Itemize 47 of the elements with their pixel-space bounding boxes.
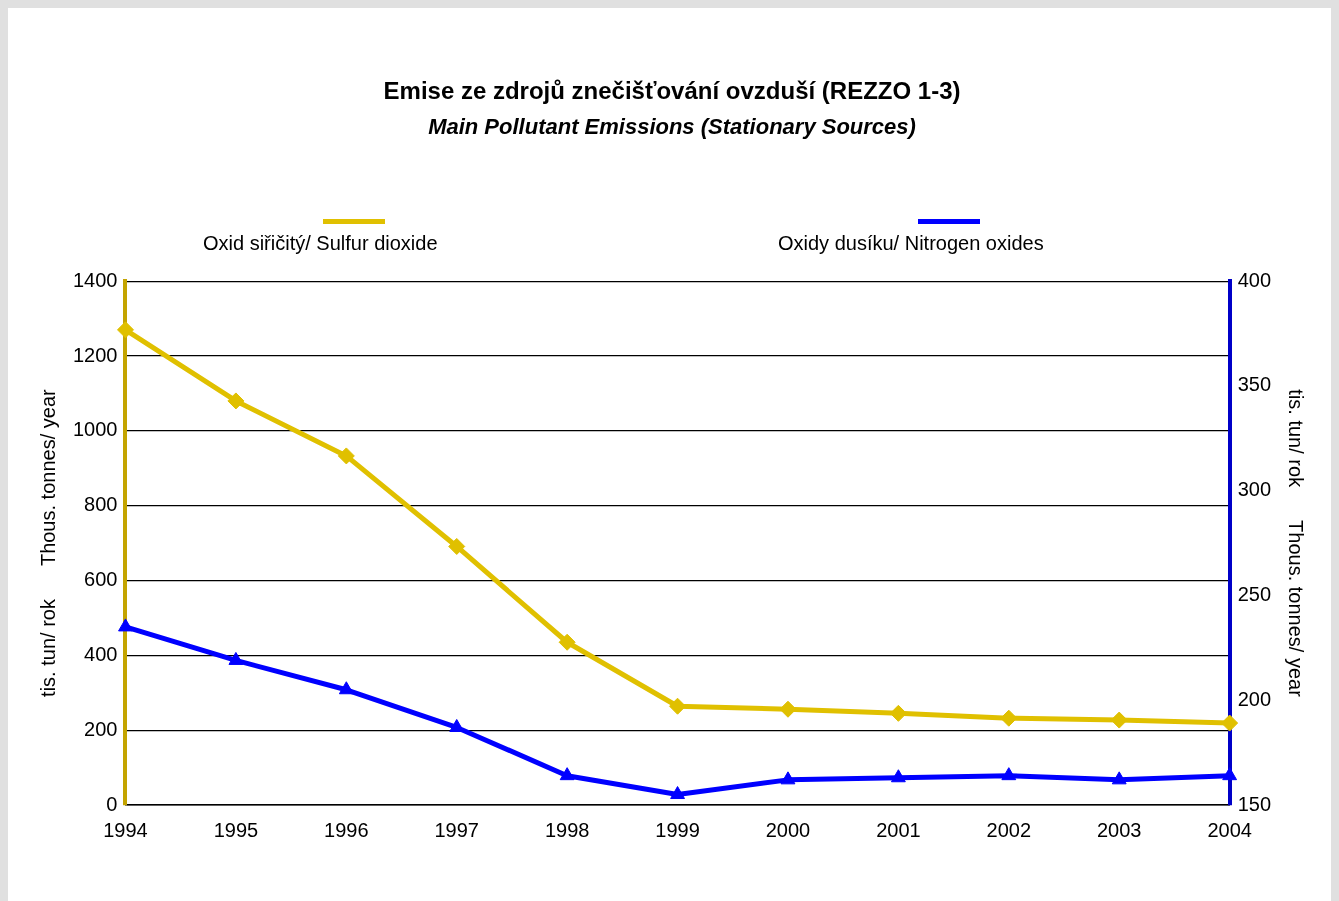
- x-tick-label: 1997: [434, 818, 479, 841]
- point: [890, 769, 906, 783]
- y-tick-label: 1200: [72, 343, 118, 366]
- y2-tick-label: 200: [1237, 687, 1272, 710]
- point: [559, 767, 575, 781]
- x-tick-label: 2001: [876, 818, 921, 841]
- x-tick-label: 2004: [1207, 818, 1252, 841]
- legend-label: Oxid siřičitý/ Sulfur dioxide: [203, 232, 438, 254]
- y2-tick-label: 300: [1237, 478, 1272, 501]
- y-tick-label: 0: [106, 792, 118, 815]
- y-tick-label: 200: [84, 717, 118, 740]
- x-tick-label: 2000: [765, 818, 811, 841]
- x-tick-label: 1994: [103, 818, 148, 841]
- point: [227, 392, 245, 410]
- point: [1001, 767, 1017, 781]
- y2-tick-label: 250: [1237, 583, 1272, 605]
- y-tick-label: 800: [84, 493, 118, 516]
- x-tick-label: 1999: [655, 818, 700, 841]
- point: [228, 651, 244, 665]
- y2-tick-label: 350: [1237, 373, 1272, 396]
- y-tick-label: 400: [84, 642, 118, 665]
- x-tick-label: 2003: [1096, 818, 1142, 841]
- chart-subtitle: Main Pollutant Emissions (Stationary Sources): [428, 114, 916, 140]
- point: [1222, 767, 1238, 781]
- point: [337, 447, 355, 465]
- chart-title: Emise ze zdrojů znečišťování ovzduší (REZZO 1-3): [383, 77, 961, 105]
- x-tick-label: 1998: [544, 818, 590, 841]
- point: [116, 321, 134, 339]
- x-tick-label: 1996: [324, 818, 369, 841]
- point: [1221, 714, 1239, 732]
- legend-label: Oxidy dusíku/ Nitrogen oxides: [778, 232, 1044, 254]
- point: [670, 786, 685, 800]
- point: [558, 633, 576, 651]
- point: [1111, 771, 1127, 785]
- y-axis-title: tis. tun/ rok Thous. tonnes/ year: [36, 388, 59, 697]
- y2-axis-title: tis. tun/ rok Thous. tonnes/ year: [1285, 389, 1308, 698]
- y-tick-label: 1000: [72, 418, 118, 441]
- x-tick-label: 2002: [986, 818, 1032, 841]
- point: [118, 618, 133, 632]
- y-tick-label: 600: [84, 568, 118, 591]
- y-tick-label: 1400: [72, 268, 118, 291]
- y2-tick-label: 150: [1237, 792, 1272, 815]
- point: [338, 681, 354, 695]
- y2-tick-label: 400: [1237, 268, 1272, 291]
- point: [448, 537, 466, 555]
- point: [780, 771, 796, 785]
- x-tick-label: 1995: [213, 818, 259, 841]
